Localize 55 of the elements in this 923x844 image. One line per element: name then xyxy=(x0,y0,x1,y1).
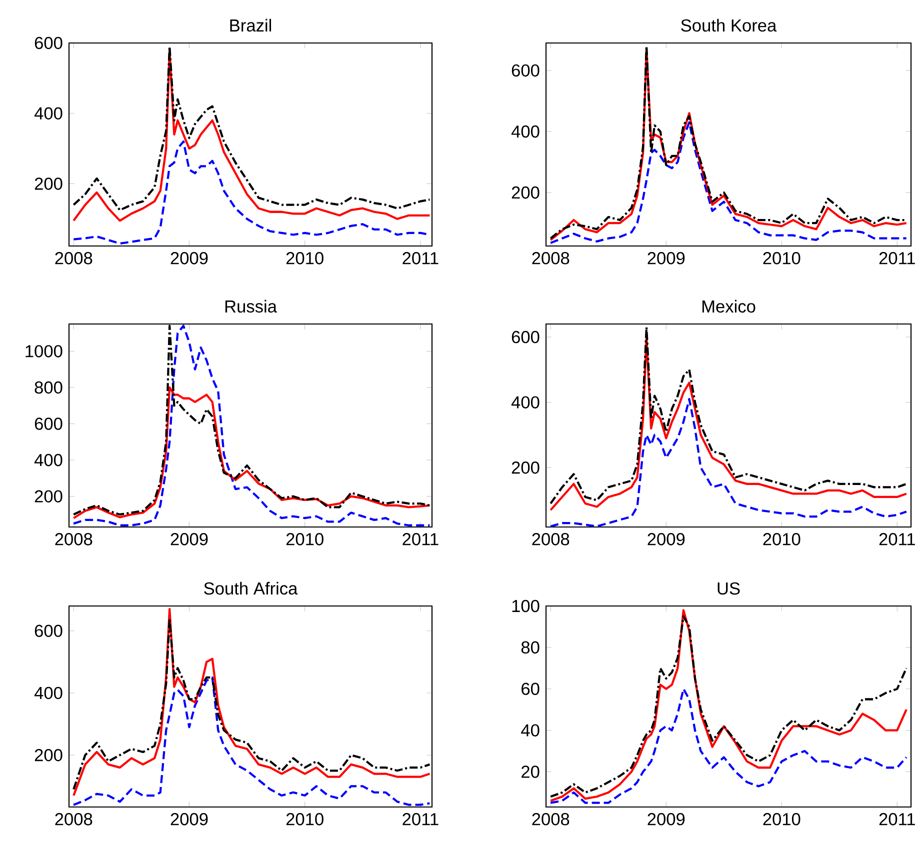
x-tick-label: 2010 xyxy=(286,533,324,546)
x-tick-label: 2008 xyxy=(532,533,570,546)
x-tick-label: 2011 xyxy=(402,252,438,264)
y-tick-label: 40 xyxy=(521,724,540,736)
y-tick-label: 1000 xyxy=(26,345,62,358)
chart-title: South Africa xyxy=(204,582,298,595)
y-tick-label: 200 xyxy=(34,178,62,190)
x-tick-label: 2009 xyxy=(648,533,685,546)
x-tick-label: 2008 xyxy=(55,813,92,826)
y-tick-label: 600 xyxy=(512,64,540,77)
chart-title: South Korea xyxy=(681,18,777,32)
x-tick-label: 2009 xyxy=(170,813,208,826)
y-tick-label: 600 xyxy=(34,624,62,637)
y-tick-label: 200 xyxy=(512,186,540,199)
x-tick-label: 2010 xyxy=(763,533,800,546)
line-series xyxy=(550,398,908,528)
y-tick-label: 800 xyxy=(34,381,62,394)
y-tick-label: 80 xyxy=(521,641,540,654)
line-series xyxy=(72,386,431,520)
x-tick-label: 2011 xyxy=(402,533,438,546)
x-tick-label: 2008 xyxy=(532,252,570,264)
y-tick-label: 400 xyxy=(34,107,62,120)
x-tick-label: 2008 xyxy=(55,533,92,546)
x-tick-label: 2009 xyxy=(648,252,685,264)
x-tick-label: 2011 xyxy=(402,813,438,826)
x-tick-label: 2009 xyxy=(648,813,685,826)
y-tick-label: 200 xyxy=(34,748,62,762)
x-tick-label: 2010 xyxy=(286,813,324,826)
chart-title: US xyxy=(718,582,740,595)
chart-title: Brazil xyxy=(230,18,272,32)
y-tick-label: 20 xyxy=(522,766,540,778)
y-tick-label: 600 xyxy=(34,418,62,430)
x-tick-label: 2010 xyxy=(763,252,800,264)
y-tick-label: 400 xyxy=(34,454,62,466)
y-tick-label: 600 xyxy=(512,330,540,344)
y-tick-label: 200 xyxy=(512,461,540,474)
y-tick-label: 600 xyxy=(34,36,62,50)
x-tick-label: 2011 xyxy=(879,813,915,826)
x-tick-label: 2009 xyxy=(170,533,208,546)
y-tick-label: 200 xyxy=(34,490,62,502)
x-tick-label: 2010 xyxy=(763,813,800,826)
y-tick-label: 60 xyxy=(522,682,540,696)
y-tick-label: 400 xyxy=(34,686,62,700)
chart-title: Mexico xyxy=(702,300,756,313)
y-tick-label: 400 xyxy=(511,396,540,408)
line-series xyxy=(72,676,431,806)
y-tick-label: 100 xyxy=(512,600,540,612)
x-tick-label: 2010 xyxy=(286,252,324,264)
x-tick-label: 2008 xyxy=(532,813,570,826)
x-tick-label: 2011 xyxy=(879,252,915,264)
x-tick-label: 2009 xyxy=(170,252,208,264)
x-tick-label: 2011 xyxy=(879,533,915,546)
x-tick-label: 2008 xyxy=(55,252,92,264)
chart-title: Russia xyxy=(225,300,277,313)
y-tick-label: 400 xyxy=(511,125,540,138)
